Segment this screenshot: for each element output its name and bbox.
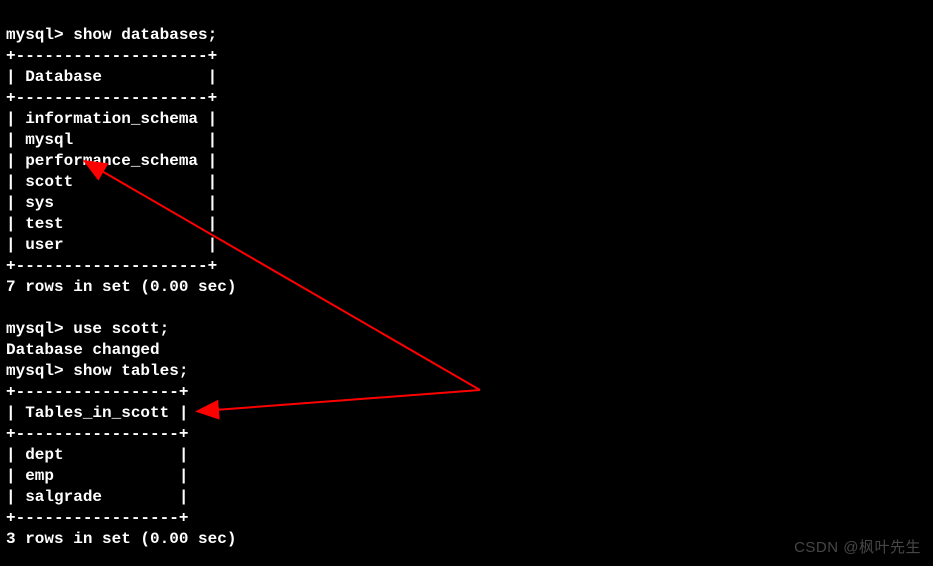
db-border: +--------------------+ — [6, 257, 217, 275]
db-row: | user | — [6, 236, 217, 254]
db-border: +--------------------+ — [6, 47, 217, 65]
tbl-row: | salgrade | — [6, 488, 188, 506]
tbl-header: | Tables_in_scott | — [6, 404, 188, 422]
terminal-output: mysql> show databases; +----------------… — [0, 0, 933, 554]
prompt: mysql> — [6, 320, 64, 338]
tbl-border: +-----------------+ — [6, 425, 188, 443]
watermark: CSDN @枫叶先生 — [794, 537, 921, 558]
db-border: +--------------------+ — [6, 89, 217, 107]
db-summary: 7 rows in set (0.00 sec) — [6, 278, 236, 296]
tbl-summary: 3 rows in set (0.00 sec) — [6, 530, 236, 548]
command-show-databases: show databases; — [73, 26, 217, 44]
db-row: | performance_schema | — [6, 152, 217, 170]
database-changed-msg: Database changed — [6, 341, 160, 359]
db-row: | information_schema | — [6, 110, 217, 128]
db-row: | test | — [6, 215, 217, 233]
tbl-border: +-----------------+ — [6, 383, 188, 401]
tbl-border: +-----------------+ — [6, 509, 188, 527]
command-show-tables: show tables; — [73, 362, 188, 380]
db-row: | scott | — [6, 173, 217, 191]
tbl-row: | dept | — [6, 446, 188, 464]
command-use-scott: use scott; — [73, 320, 169, 338]
tbl-row: | emp | — [6, 467, 188, 485]
db-header: | Database | — [6, 68, 217, 86]
db-row: | sys | — [6, 194, 217, 212]
prompt: mysql> — [6, 26, 64, 44]
db-row: | mysql | — [6, 131, 217, 149]
prompt: mysql> — [6, 362, 64, 380]
